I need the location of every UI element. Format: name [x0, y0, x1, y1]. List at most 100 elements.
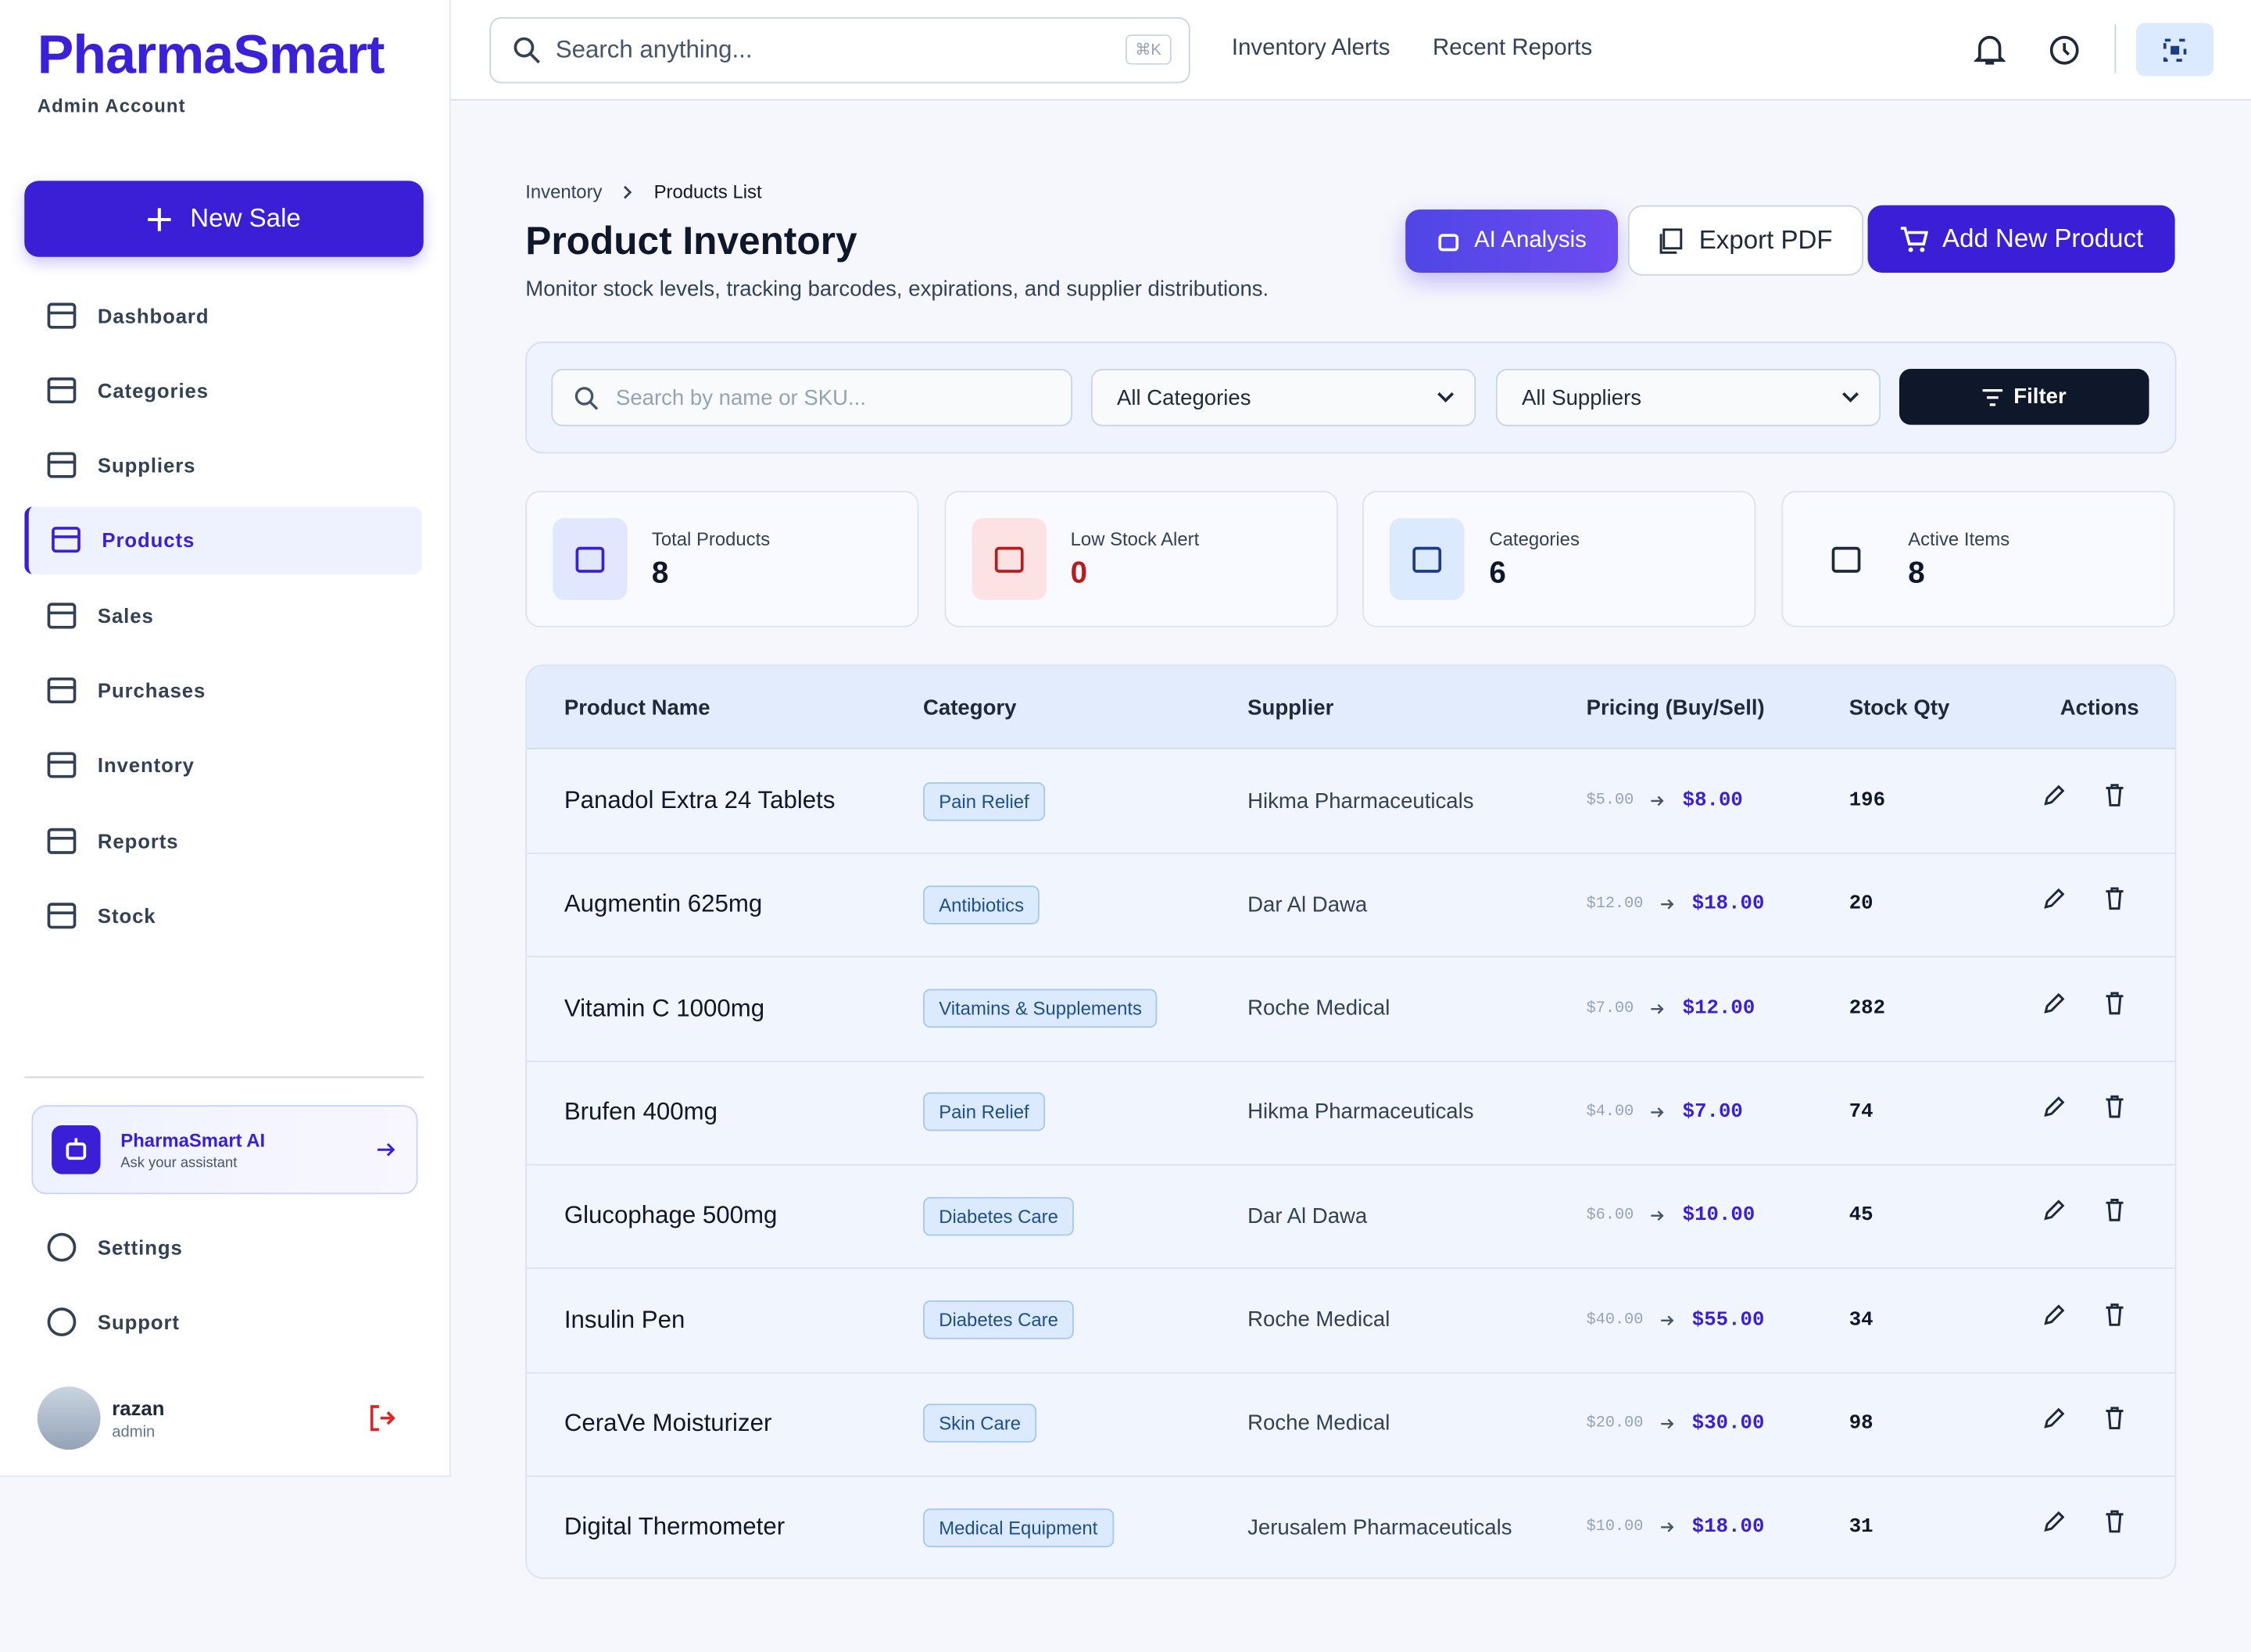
nav-label: Stock	[97, 903, 156, 928]
column-header: Pricing (Buy/Sell)	[1586, 695, 1765, 721]
delete-icon[interactable]	[2103, 1199, 2126, 1222]
buy-price: $6.00	[1586, 1207, 1634, 1225]
add-product-button[interactable]: Add New Product	[1867, 205, 2175, 273]
nav-item[interactable]: Reports	[24, 806, 417, 874]
button-label: AI Analysis	[1474, 228, 1587, 253]
icon-shape	[47, 677, 77, 704]
pricing: $7.00 $12.00	[1587, 957, 1755, 1060]
stat-label: Total Products	[651, 527, 771, 550]
arrow-shape	[1651, 1210, 1664, 1221]
delete-icon[interactable]	[2103, 888, 2126, 910]
edit-icon[interactable]	[2043, 1199, 2066, 1221]
history-icon[interactable]	[2047, 33, 2081, 67]
category-cell: Vitamins & Supplements	[923, 957, 1158, 1060]
nav-item[interactable]: Settings	[24, 1213, 417, 1280]
ai-icon	[52, 1125, 101, 1175]
search-icon	[574, 386, 599, 409]
delete-icon[interactable]	[2103, 1303, 2126, 1325]
button-label: Add New Product	[1942, 223, 2144, 253]
ai-assistant-card[interactable]: PharmaSmart AI Ask your assistant	[31, 1105, 418, 1195]
bell-icon[interactable]	[1974, 33, 2006, 67]
category-tag: Diabetes Care	[923, 1300, 1075, 1339]
nav-item[interactable]: Purchases	[24, 656, 417, 724]
scan-button[interactable]	[2136, 23, 2214, 77]
edit-icon[interactable]	[2043, 1095, 2066, 1117]
arrow-shape	[1660, 899, 1673, 910]
table-row: Panadol Extra 24 Tablets Pain Relief Hikma…	[527, 749, 2175, 854]
nav-item[interactable]: Dashboard	[24, 281, 417, 349]
pricing: $10.00 $18.00	[1587, 1475, 1765, 1577]
nav-icon	[47, 1232, 77, 1261]
ai-analysis-button[interactable]: AI Analysis	[1405, 209, 1619, 273]
edit-icon[interactable]	[2043, 1303, 2066, 1325]
export-pdf-button[interactable]: Export PDF	[1627, 205, 1864, 276]
supplier: Dar Al Dawa	[1247, 892, 1368, 917]
icon-shape	[2044, 785, 2065, 806]
category-select[interactable]: All Categories	[1090, 369, 1476, 427]
nav-icon	[47, 828, 77, 854]
table-row: Insulin Pen Diabetes Care Roche Medical $40…	[527, 1268, 2175, 1373]
top-link[interactable]: Recent Reports	[1433, 35, 1593, 61]
nav-item[interactable]: Products	[24, 506, 423, 574]
icon-shape	[2106, 1406, 2124, 1429]
nav-icon	[47, 452, 77, 478]
category-tag: Pain Relief	[923, 1092, 1045, 1132]
pdf-icon	[1660, 227, 1684, 253]
nav-label: Categories	[97, 378, 209, 402]
button-label: Filter	[2013, 384, 2067, 409]
supplier-select[interactable]: All Suppliers	[1495, 369, 1881, 427]
icon-shape	[2106, 991, 2124, 1014]
product-search[interactable]: Search by name or SKU...	[551, 369, 1073, 427]
icon-shape	[47, 903, 77, 929]
filter-button[interactable]: Filter	[1899, 369, 2149, 425]
search-icon	[514, 37, 540, 64]
delete-icon[interactable]	[2103, 991, 2126, 1014]
delete-icon[interactable]	[2103, 1095, 2126, 1118]
edit-icon[interactable]	[2043, 991, 2066, 1014]
product-name: Glucophage 500mg	[564, 1201, 778, 1229]
nav-item[interactable]: Categories	[24, 356, 417, 424]
edit-icon[interactable]	[2043, 888, 2066, 910]
category-cell: Diabetes Care	[923, 1268, 1075, 1371]
nav-item[interactable]: Suppliers	[24, 431, 417, 499]
logout-icon[interactable]	[367, 1403, 396, 1432]
nav-label: Sales	[97, 603, 154, 628]
shortcut: ⌘K	[1125, 34, 1172, 65]
breadcrumb-item[interactable]: Inventory	[525, 181, 603, 202]
edit-icon[interactable]	[2043, 784, 2066, 806]
top-bar: Search anything... ⌘K Inventory Alerts R…	[450, 0, 2251, 101]
nav-item[interactable]: Sales	[24, 581, 417, 649]
top-link[interactable]: Inventory Alerts	[1231, 35, 1390, 61]
nav-item[interactable]: Support	[24, 1288, 417, 1355]
delete-icon[interactable]	[2103, 784, 2126, 806]
delete-icon[interactable]	[2103, 1510, 2126, 1533]
global-search[interactable]: Search anything... ⌘K	[489, 17, 1190, 84]
search-placeholder: Search by name or SKU...	[615, 385, 867, 410]
plus-icon	[149, 207, 172, 231]
nav-label: Support	[97, 1310, 180, 1333]
arrow	[1660, 1314, 1673, 1325]
stat-label: Categories	[1489, 527, 1580, 550]
icon-shape	[47, 602, 77, 628]
delete-icon[interactable]	[2103, 1406, 2126, 1429]
stat-card: Low Stock Alert 0	[943, 491, 1338, 628]
edit-icon[interactable]	[2043, 1407, 2066, 1429]
icon-shape	[994, 545, 1024, 572]
arrow	[1651, 1210, 1664, 1221]
ai-title: PharmaSmart AI	[120, 1128, 266, 1151]
avatar	[37, 1386, 101, 1450]
robot-icon	[1438, 234, 1458, 252]
nav-item[interactable]: Stock	[24, 881, 417, 949]
supplier: Roche Medical	[1247, 1307, 1390, 1332]
nav-item[interactable]: Inventory	[24, 731, 417, 799]
arrow	[1651, 1107, 1664, 1117]
category-cell: Pain Relief	[923, 1060, 1045, 1164]
edit-icon[interactable]	[2043, 1510, 2066, 1532]
nav-icon	[47, 677, 77, 704]
nav-label: Settings	[97, 1235, 183, 1258]
new-sale-button[interactable]: New Sale	[24, 181, 424, 257]
product-name: Brufen 400mg	[564, 1097, 718, 1125]
category-cell: Diabetes Care	[923, 1164, 1075, 1268]
